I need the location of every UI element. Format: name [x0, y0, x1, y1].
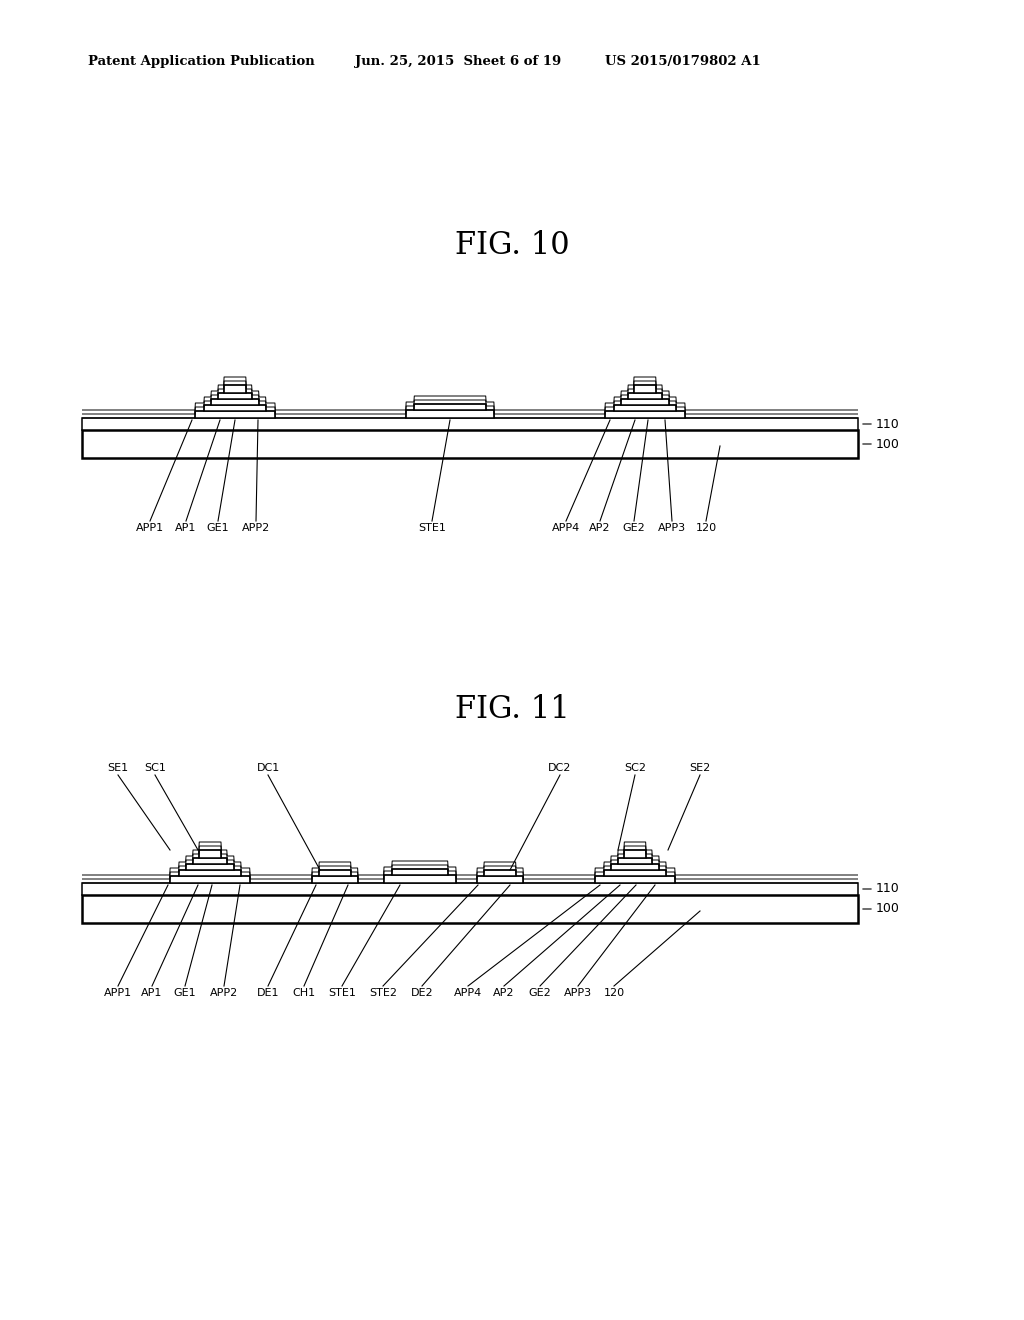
Bar — [82, 418, 858, 430]
Bar — [218, 393, 252, 399]
Text: DE2: DE2 — [411, 987, 433, 998]
Text: DC2: DC2 — [548, 763, 571, 774]
Text: APP3: APP3 — [658, 523, 686, 533]
Bar — [484, 870, 516, 876]
Text: APP1: APP1 — [136, 523, 164, 533]
Text: DC1: DC1 — [256, 763, 280, 774]
Text: 100: 100 — [876, 437, 900, 450]
Text: APP2: APP2 — [210, 987, 239, 998]
Text: APP1: APP1 — [104, 987, 132, 998]
Text: 110: 110 — [876, 883, 900, 895]
Bar — [614, 405, 676, 411]
Bar — [195, 411, 275, 418]
Bar — [82, 883, 858, 895]
Bar — [624, 850, 646, 858]
Text: Jun. 25, 2015  Sheet 6 of 19: Jun. 25, 2015 Sheet 6 of 19 — [355, 55, 561, 69]
Bar — [193, 858, 227, 865]
Bar — [392, 869, 449, 875]
Text: Patent Application Publication: Patent Application Publication — [88, 55, 314, 69]
Bar — [211, 399, 259, 405]
Text: AP1: AP1 — [175, 523, 197, 533]
Text: STE1: STE1 — [418, 523, 445, 533]
Bar — [621, 399, 669, 405]
Text: GE1: GE1 — [174, 987, 197, 998]
Text: APP4: APP4 — [454, 987, 482, 998]
Bar — [319, 870, 351, 876]
Text: STE1: STE1 — [328, 987, 356, 998]
Text: APP4: APP4 — [552, 523, 581, 533]
Text: AP1: AP1 — [141, 987, 163, 998]
Text: DE1: DE1 — [257, 987, 280, 998]
Text: FIG. 11: FIG. 11 — [455, 694, 569, 726]
Text: FIG. 10: FIG. 10 — [455, 230, 569, 260]
Bar — [186, 865, 234, 870]
Text: GE1: GE1 — [207, 523, 229, 533]
Bar — [414, 404, 486, 411]
Bar — [384, 875, 456, 883]
Text: GE2: GE2 — [623, 523, 645, 533]
Bar — [618, 858, 652, 865]
Text: US 2015/0179802 A1: US 2015/0179802 A1 — [605, 55, 761, 69]
Text: APP2: APP2 — [242, 523, 270, 533]
Text: SE1: SE1 — [108, 763, 129, 774]
Text: AP2: AP2 — [589, 523, 610, 533]
Text: APP3: APP3 — [564, 987, 592, 998]
Text: 120: 120 — [695, 523, 717, 533]
Text: 120: 120 — [603, 987, 625, 998]
Bar — [204, 405, 266, 411]
Bar — [634, 385, 656, 393]
Text: 100: 100 — [876, 903, 900, 916]
Bar — [179, 870, 241, 876]
Bar — [170, 876, 250, 883]
Text: AP2: AP2 — [494, 987, 515, 998]
Bar — [406, 411, 494, 418]
Text: GE2: GE2 — [528, 987, 551, 998]
Bar — [199, 850, 221, 858]
Bar — [604, 870, 666, 876]
Bar — [82, 430, 858, 458]
Bar — [605, 411, 685, 418]
Bar — [312, 876, 358, 883]
Text: 110: 110 — [876, 417, 900, 430]
Bar — [82, 895, 858, 923]
Text: SC2: SC2 — [624, 763, 646, 774]
Bar — [628, 393, 662, 399]
Bar — [224, 385, 246, 393]
Text: STE2: STE2 — [369, 987, 397, 998]
Text: CH1: CH1 — [293, 987, 315, 998]
Bar — [477, 876, 523, 883]
Bar — [611, 865, 659, 870]
Bar — [595, 876, 675, 883]
Text: SC1: SC1 — [144, 763, 166, 774]
Text: SE2: SE2 — [689, 763, 711, 774]
